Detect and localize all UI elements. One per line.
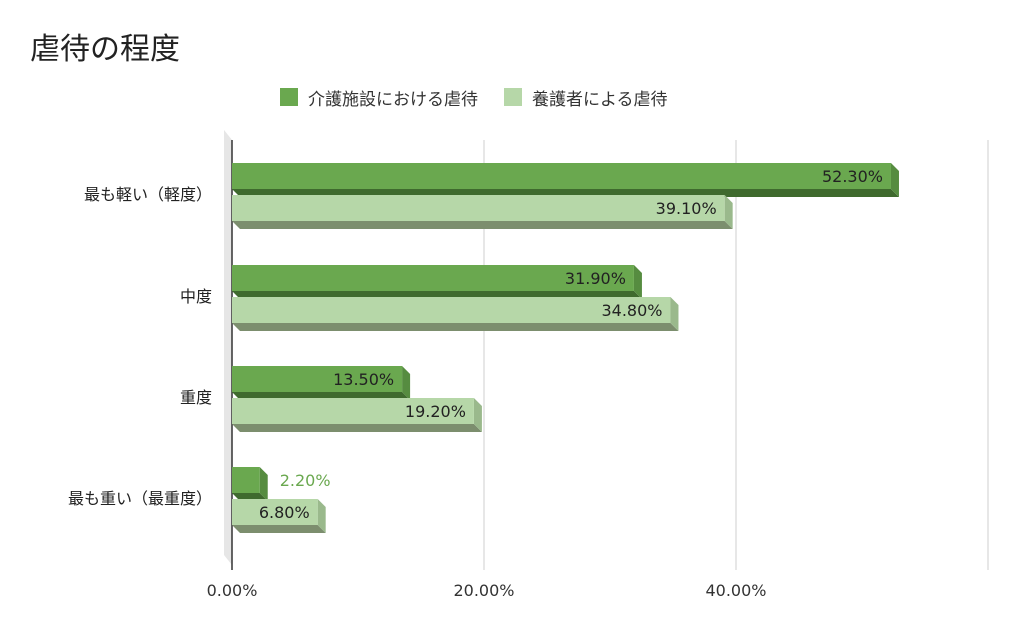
legend-item-caregiver: 養護者による虐待	[504, 85, 668, 110]
bar	[232, 467, 260, 493]
data-label: 52.30%	[822, 167, 883, 186]
bar	[232, 163, 891, 189]
category-label: 最も重い（最重度）	[68, 489, 212, 508]
x-tick-label: 40.00%	[705, 581, 766, 600]
legend-item-facility: 介護施設における虐待	[280, 85, 478, 110]
bar	[232, 265, 634, 291]
plot-back-wall	[224, 130, 232, 565]
bar-side-face	[473, 398, 482, 432]
data-label: 6.80%	[259, 503, 310, 522]
bar-side-face	[402, 366, 411, 400]
legend-swatch-caregiver	[504, 88, 522, 106]
data-label: 34.80%	[601, 301, 662, 320]
bar	[232, 398, 474, 424]
bar-side-face	[259, 467, 268, 501]
bar-bottom-face	[232, 424, 482, 432]
bar	[232, 195, 725, 221]
bar-bottom-face	[232, 525, 326, 533]
data-label: 2.20%	[280, 471, 331, 490]
category-label: 最も軽い（軽度）	[84, 185, 212, 204]
data-label: 13.50%	[333, 370, 394, 389]
data-label: 31.90%	[565, 269, 626, 288]
bar-side-face	[724, 195, 733, 229]
category-label: 中度	[180, 287, 212, 306]
chart-title: 虐待の程度	[30, 32, 180, 67]
data-label: 39.10%	[656, 199, 717, 218]
x-tick-label: 0.00%	[207, 581, 258, 600]
data-label: 19.20%	[405, 402, 466, 421]
bar	[232, 499, 318, 525]
bar-bottom-face	[232, 323, 679, 331]
bar	[232, 366, 403, 392]
x-tick-label: 20.00%	[453, 581, 514, 600]
bar-side-face	[670, 297, 679, 331]
legend-label-facility: 介護施設における虐待	[308, 89, 478, 110]
bar-side-face	[317, 499, 326, 533]
legend: 介護施設における虐待 養護者による虐待	[280, 84, 694, 110]
category-label: 重度	[180, 388, 212, 407]
legend-label-caregiver: 養護者による虐待	[532, 89, 668, 110]
bar-bottom-face	[232, 221, 733, 229]
bar-side-face	[890, 163, 899, 197]
legend-swatch-facility	[280, 88, 298, 106]
bar-side-face	[633, 265, 642, 299]
bar	[232, 297, 671, 323]
